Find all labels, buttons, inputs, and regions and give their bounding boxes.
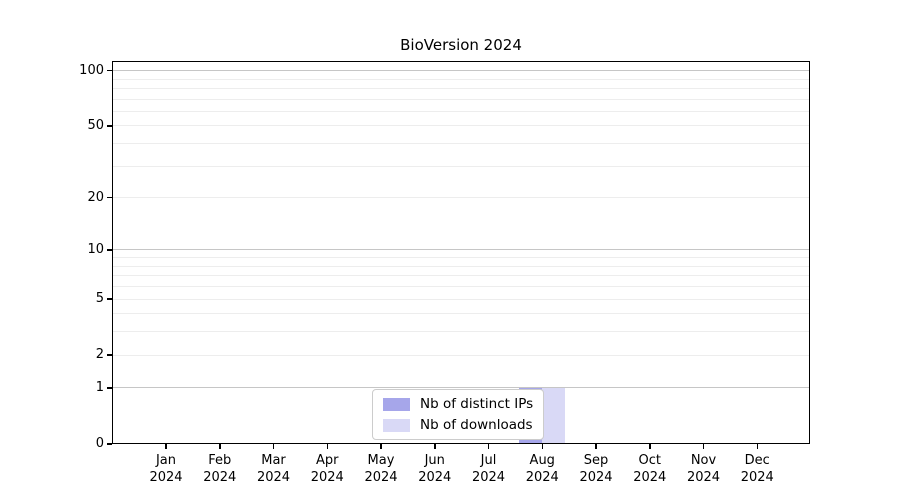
x-tick-label-line: 2024: [149, 470, 183, 485]
y-tick-label: 0: [95, 436, 104, 451]
x-tick-label-line: Oct: [638, 453, 661, 468]
x-tick-mark: [272, 444, 275, 449]
y-minor-gridline: [112, 331, 810, 333]
y-minor-gridline: [112, 87, 810, 89]
x-tick-mark: [595, 444, 597, 449]
y-tick-mark: [107, 125, 112, 127]
bar-nb-of-downloads-aug-2024: [542, 387, 566, 444]
y-minor-gridline: [112, 197, 810, 199]
x-tick-label: Dec 2024: [725, 452, 789, 486]
legend-swatch-icon: [383, 397, 410, 411]
y-tick-label: 50: [87, 117, 104, 133]
y-minor-gridline: [112, 78, 810, 80]
y-major-gridline: [112, 387, 810, 389]
y-tick-mark: [107, 196, 112, 199]
y-minor-gridline: [112, 265, 810, 267]
x-tick-label: May 2024: [349, 452, 413, 486]
y-major-gridline: [112, 70, 810, 72]
x-tick-mark: [165, 444, 167, 449]
legend: Nb of distinct IPs Nb of downloads: [372, 389, 545, 440]
y-minor-gridline: [112, 110, 810, 112]
y-minor-gridline: [112, 275, 810, 277]
x-tick-mark: [649, 444, 651, 449]
x-tick-label: Jun 2024: [403, 452, 467, 486]
x-tick-label-line: Feb: [208, 453, 232, 468]
x-tick-label-line: 2024: [471, 470, 506, 485]
y-tick-label: 1: [95, 379, 104, 395]
legend-label: Nb of downloads: [420, 417, 533, 433]
y-minor-gridline: [112, 98, 810, 100]
y-tick-label: 5: [95, 291, 104, 307]
y-tick-label: 10: [87, 241, 104, 257]
x-tick-label: Mar 2024: [242, 452, 306, 486]
x-tick-label-line: Apr: [316, 453, 339, 468]
legend-row: Nb of distinct IPs: [383, 396, 533, 412]
y-tick-mark: [107, 249, 112, 251]
x-tick-label-line: 2024: [256, 470, 291, 485]
x-tick-label-line: Jan: [155, 453, 177, 468]
y-tick-mark: [107, 69, 112, 72]
x-tick-label: Oct 2024: [618, 452, 682, 486]
y-tick-mark: [107, 443, 112, 445]
legend-swatch-icon: [383, 418, 410, 432]
y-tick-label: 20: [87, 189, 104, 205]
x-tick-label: Jan 2024: [134, 452, 198, 486]
x-tick-label-line: 2024: [525, 470, 559, 485]
x-tick-mark: [541, 444, 543, 449]
y-minor-gridline: [112, 354, 810, 356]
y-tick-mark: [107, 354, 112, 356]
x-tick-mark: [326, 444, 328, 449]
y-minor-gridline: [112, 143, 810, 145]
y-minor-gridline: [112, 257, 810, 259]
y-minor-gridline: [112, 125, 810, 127]
y-minor-gridline: [112, 313, 810, 315]
x-tick-label-line: Nov: [690, 453, 717, 468]
x-tick-label-line: Jun: [424, 453, 445, 468]
x-tick-label-line: 2024: [633, 470, 667, 485]
x-tick-mark: [756, 444, 758, 449]
x-tick-label: Feb 2024: [188, 452, 252, 486]
y-tick-mark: [107, 298, 112, 300]
x-tick-label-line: Sep: [583, 453, 609, 468]
x-tick-mark: [434, 444, 436, 449]
x-tick-mark: [487, 444, 490, 449]
y-major-gridline: [112, 249, 810, 251]
x-tick-label: Aug 2024: [510, 452, 574, 486]
x-tick-label: Apr 2024: [295, 452, 359, 486]
x-tick-label-line: 2024: [686, 470, 721, 485]
x-tick-label-line: Mar: [261, 453, 286, 468]
x-tick-label-line: May: [367, 453, 395, 468]
plot-area: Nb of distinct IPs Nb of downloads 0 1 2 5 10…: [79, 61, 810, 485]
x-tick-mark: [702, 444, 705, 449]
x-tick-label: Sep 2024: [564, 452, 628, 486]
x-tick-label-line: 2024: [310, 470, 344, 485]
y-tick-label: 2: [95, 347, 104, 363]
y-minor-gridline: [112, 286, 810, 288]
x-tick-label-line: 2024: [579, 470, 613, 485]
x-tick-label-line: 2024: [418, 470, 452, 485]
x-tick-label-line: Aug: [529, 453, 555, 468]
legend-row: Nb of downloads: [383, 417, 533, 433]
x-tick-mark: [219, 444, 221, 449]
x-tick-label-line: 2024: [203, 470, 237, 485]
legend-label: Nb of distinct IPs: [420, 396, 534, 412]
y-tick-label: 100: [79, 62, 104, 78]
x-tick-label-line: Dec: [744, 453, 770, 468]
y-minor-gridline: [112, 298, 810, 300]
x-tick-label: Jul 2024: [457, 452, 521, 486]
x-tick-mark: [380, 444, 382, 449]
x-tick-label-line: Jul: [480, 453, 497, 468]
x-tick-label-line: 2024: [740, 470, 774, 485]
x-tick-label-line: 2024: [364, 470, 398, 485]
x-tick-label: Nov 2024: [672, 452, 736, 486]
chart-title: BioVersion 2024: [400, 36, 522, 54]
y-minor-gridline: [112, 165, 810, 167]
y-tick-mark: [107, 387, 112, 389]
